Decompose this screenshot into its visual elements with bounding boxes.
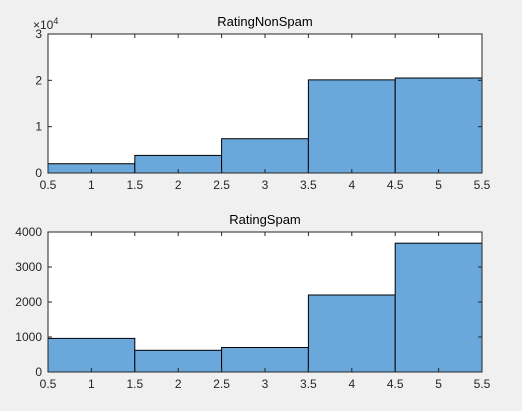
x-tick-label: 1 (88, 377, 95, 391)
y-tick-label: 4000 (15, 225, 42, 239)
x-ticks: 0.5 1 1.5 2 2.5 3 3.5 4 4.5 5 5.5 (40, 34, 491, 192)
x-tick-label: 1.5 (126, 377, 143, 391)
x-tick-label: 4 (348, 178, 355, 192)
x-tick-label: 3 (262, 377, 269, 391)
x-tick-label: 1 (88, 178, 95, 192)
x-tick-label: 5.5 (474, 178, 491, 192)
axes-rating-non-spam[interactable]: RatingNonSpam 0.5 1 1.5 2 2.5 3 3.5 4 4.5 5 5.5 0 1… (33, 14, 491, 192)
x-tick-label: 4.5 (387, 377, 404, 391)
x-tick-label: 3.5 (300, 178, 317, 192)
x-tick-label: 1.5 (126, 178, 143, 192)
x-tick-label: 2.5 (213, 178, 230, 192)
y-tick-label: 3000 (15, 260, 42, 274)
histogram-bar (221, 347, 309, 373)
y-tick-label: 1000 (15, 330, 42, 344)
histogram-bar (394, 77, 483, 174)
chart-title: RatingNonSpam (217, 14, 312, 29)
bars-group (47, 77, 483, 174)
histogram-bar (307, 79, 396, 174)
y-tick-label: 0 (35, 166, 42, 180)
exponent-power: 4 (53, 16, 58, 26)
histogram-bar (307, 294, 396, 373)
bars-group (47, 242, 483, 373)
y-tick-label: 0 (35, 365, 42, 379)
histogram-bar (47, 337, 136, 373)
x-tick-label: 5.5 (474, 377, 491, 391)
x-tick-label: 4.5 (387, 178, 404, 192)
chart-title: RatingSpam (229, 212, 301, 227)
y-tick-label: 2 (35, 73, 42, 87)
axes-rating-spam[interactable]: RatingSpam 0.5 1 1.5 2 2.5 3 3.5 4 4.5 5 5.5 0 1000… (15, 212, 490, 391)
x-tick-label: 0.5 (40, 377, 57, 391)
axes-box (47, 33, 483, 174)
x-tick-label: 5 (435, 178, 442, 192)
x-tick-label: 5 (435, 377, 442, 391)
x-tick-label: 2 (175, 178, 182, 192)
x-tick-label: 4 (348, 377, 355, 391)
axes-box (47, 231, 483, 373)
x-tick-label: 0.5 (40, 178, 57, 192)
x-tick-label: 3 (262, 178, 269, 192)
x-tick-label: 2 (175, 377, 182, 391)
histogram-bar (394, 242, 483, 373)
y-tick-label: 3 (35, 27, 42, 41)
exponent-label: ×104 (33, 16, 58, 32)
x-tick-label: 2.5 (213, 377, 230, 391)
y-tick-label: 1 (35, 120, 42, 134)
y-tick-label: 2000 (15, 295, 42, 309)
histogram-bar (221, 138, 309, 174)
exponent-base: ×10 (33, 18, 54, 32)
x-tick-label: 3.5 (300, 377, 317, 391)
